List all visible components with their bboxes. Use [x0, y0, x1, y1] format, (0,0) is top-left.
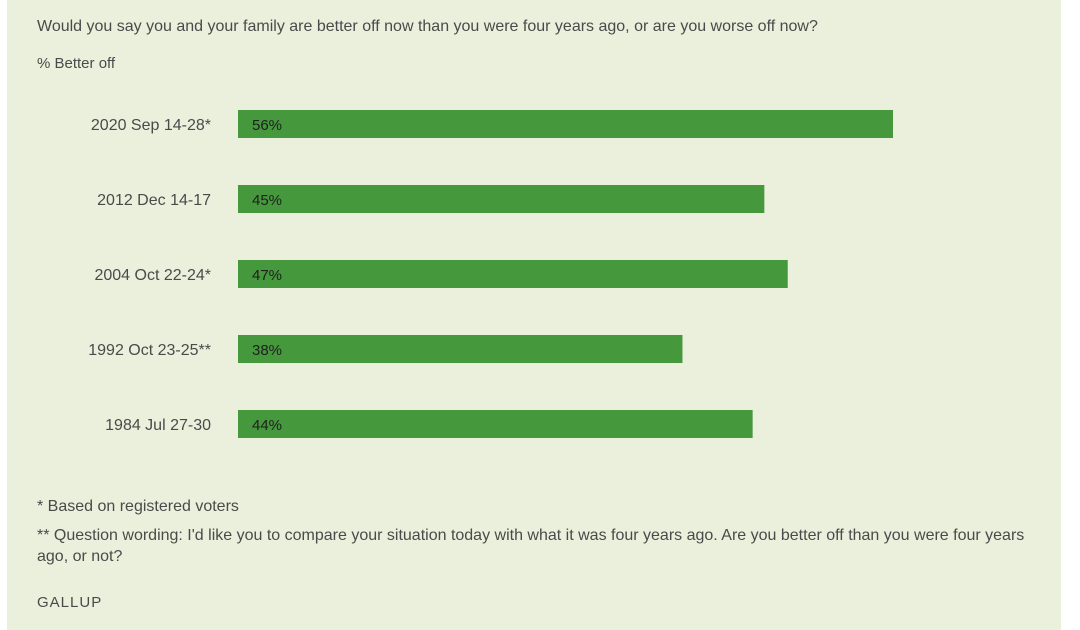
category-label: 1992 Oct 23-25** [88, 342, 211, 359]
category-label: 2020 Sep 14-28* [91, 117, 211, 134]
chart-card: Would you say you and your family are be… [7, 0, 1061, 630]
category-label: 2012 Dec 14-17 [97, 192, 211, 209]
bar [238, 110, 893, 138]
bar-value-label: 56% [252, 117, 282, 134]
bar-value-label: 38% [252, 342, 282, 359]
footnote-question-wording: ** Question wording: I'd like you to com… [37, 527, 1025, 565]
gallup-brand: GALLUP [37, 594, 103, 611]
bar [238, 260, 788, 288]
category-label: 1984 Jul 27-30 [105, 417, 211, 434]
bar [238, 335, 683, 363]
chart-question: Would you say you and your family are be… [37, 18, 818, 35]
bar-value-label: 47% [252, 267, 282, 284]
bar-value-label: 44% [252, 417, 282, 434]
bar [238, 185, 765, 213]
footnote-registered-voters: * Based on registered voters [37, 498, 239, 515]
bar [238, 410, 753, 438]
measure-label: % Better off [37, 55, 116, 72]
bar-chart: 2020 Sep 14-28* 56% 2012 Dec 14-17 45% 2004 … [88, 110, 893, 438]
bar-value-label: 45% [252, 192, 282, 209]
category-label: 2004 Oct 22-24* [94, 267, 211, 284]
